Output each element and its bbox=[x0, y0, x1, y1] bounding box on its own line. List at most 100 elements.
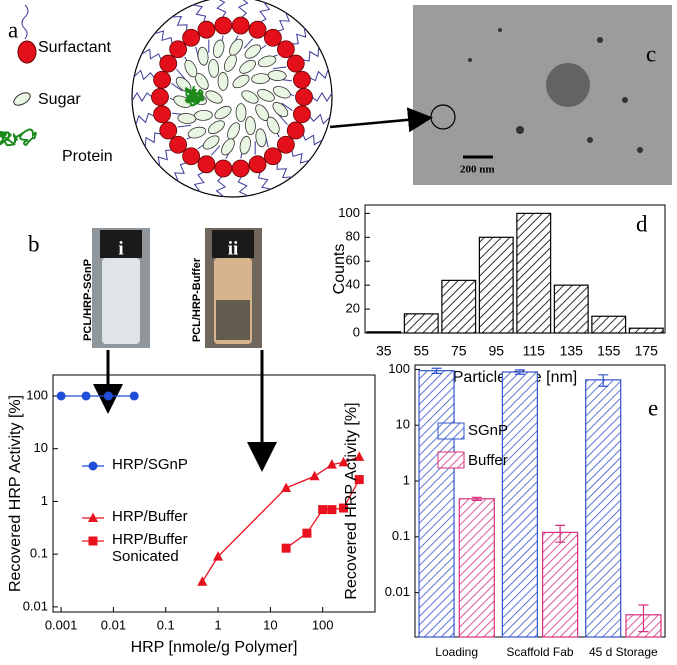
panel-label: d bbox=[636, 211, 648, 236]
x-tick-label: 175 bbox=[635, 343, 659, 359]
x-tick-label: Loading bbox=[435, 645, 478, 659]
y-tick-label: 100 bbox=[338, 205, 360, 220]
surfactant-tail bbox=[193, 171, 205, 193]
marker bbox=[354, 475, 364, 485]
x-tick-label: 135 bbox=[560, 343, 584, 359]
bar bbox=[516, 212, 552, 334]
surfactant-head bbox=[17, 40, 37, 64]
sugar bbox=[208, 59, 220, 78]
panel-label: e bbox=[648, 395, 658, 420]
y-tick-label: 0.01 bbox=[385, 584, 410, 599]
surfactant-tail bbox=[154, 30, 173, 45]
x-tick-label: 0.001 bbox=[45, 617, 78, 632]
surfactant-head bbox=[264, 147, 282, 166]
legend-label: Buffer bbox=[468, 452, 508, 469]
surfactant-tail bbox=[135, 112, 155, 125]
protein bbox=[184, 85, 205, 107]
x-tick-label: 55 bbox=[413, 343, 429, 359]
sugar bbox=[244, 116, 256, 136]
plot-frame bbox=[414, 364, 666, 638]
surfactant-tail bbox=[273, 66, 287, 70]
bar bbox=[501, 371, 538, 638]
marker bbox=[338, 456, 349, 467]
bar bbox=[458, 498, 495, 638]
surfactant-tail bbox=[309, 113, 331, 125]
marker bbox=[326, 459, 337, 469]
bar bbox=[553, 284, 589, 334]
bar bbox=[418, 370, 455, 638]
y-tick-label: 80 bbox=[346, 229, 360, 244]
y-tick-label: 0.1 bbox=[30, 546, 48, 561]
nanoparticle-outline bbox=[131, 0, 333, 198]
sugar bbox=[221, 138, 235, 156]
surfactant-head bbox=[169, 40, 188, 59]
surfactant-head bbox=[214, 159, 233, 178]
x-tick-label: 35 bbox=[376, 343, 392, 359]
tem-image bbox=[413, 5, 672, 185]
sugar bbox=[239, 59, 256, 74]
surfactant-tail bbox=[237, 176, 249, 197]
sugar bbox=[13, 92, 31, 106]
surfactant-tail bbox=[237, 0, 249, 18]
legend-marker bbox=[88, 512, 98, 522]
error-bar bbox=[555, 524, 566, 543]
x-tick-label: 115 bbox=[523, 343, 546, 359]
error-bar bbox=[638, 604, 649, 633]
surfactant-tail bbox=[291, 27, 307, 45]
x-tick-label: 0.1 bbox=[157, 617, 175, 632]
sugar bbox=[272, 86, 291, 99]
surfactant-tail bbox=[276, 162, 293, 178]
surfactant-head bbox=[214, 16, 233, 35]
surfactant-head bbox=[153, 105, 171, 124]
surfactant-tail bbox=[177, 124, 191, 128]
y-tick-label: 20 bbox=[346, 301, 360, 316]
surfactant-tail bbox=[192, 4, 207, 23]
sugar bbox=[184, 59, 198, 78]
bar bbox=[542, 531, 579, 638]
vial-sediment bbox=[216, 300, 250, 340]
x-tick-label: 0.01 bbox=[101, 617, 126, 632]
sugar bbox=[272, 102, 289, 118]
surfactant-tail bbox=[171, 83, 183, 92]
error-bar bbox=[471, 496, 482, 501]
sugar bbox=[251, 73, 270, 85]
y-axis-label: Recovered HRP Activity [%] bbox=[343, 402, 360, 599]
surfactant-head bbox=[286, 121, 305, 140]
panel-label: b bbox=[28, 231, 40, 256]
tem-particle bbox=[597, 37, 603, 43]
legend-label: HRP/SGnP bbox=[112, 456, 188, 473]
vial-label: ii bbox=[228, 238, 239, 259]
surfactant-tail bbox=[302, 133, 323, 146]
sugar bbox=[257, 55, 277, 68]
surfactant-head bbox=[182, 147, 200, 166]
sugar bbox=[177, 113, 197, 124]
y-tick-label: 0.1 bbox=[392, 528, 410, 543]
panel-label: c bbox=[646, 41, 656, 66]
surfactant-head bbox=[151, 88, 169, 106]
tem-particle bbox=[516, 126, 524, 134]
surfactant-head bbox=[197, 155, 216, 174]
legend-label: SGnP bbox=[468, 422, 509, 439]
legend-label: HRP/Buffer bbox=[112, 508, 188, 525]
bar bbox=[591, 315, 627, 334]
sugar bbox=[235, 103, 247, 122]
panel-label: a bbox=[8, 17, 18, 42]
marker bbox=[129, 391, 139, 401]
surfactant-tail bbox=[257, 171, 272, 190]
y-tick-label: 100 bbox=[26, 387, 48, 402]
bar bbox=[403, 313, 439, 334]
x-tick-label: 95 bbox=[488, 343, 504, 359]
surfactant-head bbox=[295, 88, 313, 106]
surfactant-head bbox=[159, 54, 178, 73]
surfactant-head bbox=[264, 28, 282, 47]
x-axis-label: HRP [nmole/g Polymer] bbox=[131, 639, 298, 656]
x-tick-label: 100 bbox=[312, 617, 334, 632]
vial-caption: PCL/HRP-Buffer bbox=[191, 257, 203, 342]
error-bar bbox=[431, 367, 442, 374]
surfactant-tail bbox=[277, 12, 291, 32]
y-tick-label: 100 bbox=[388, 361, 410, 376]
sugar bbox=[217, 72, 229, 91]
surfactant-head bbox=[231, 16, 250, 35]
y-tick-label: 10 bbox=[396, 417, 410, 432]
surfactant-head bbox=[197, 20, 216, 39]
